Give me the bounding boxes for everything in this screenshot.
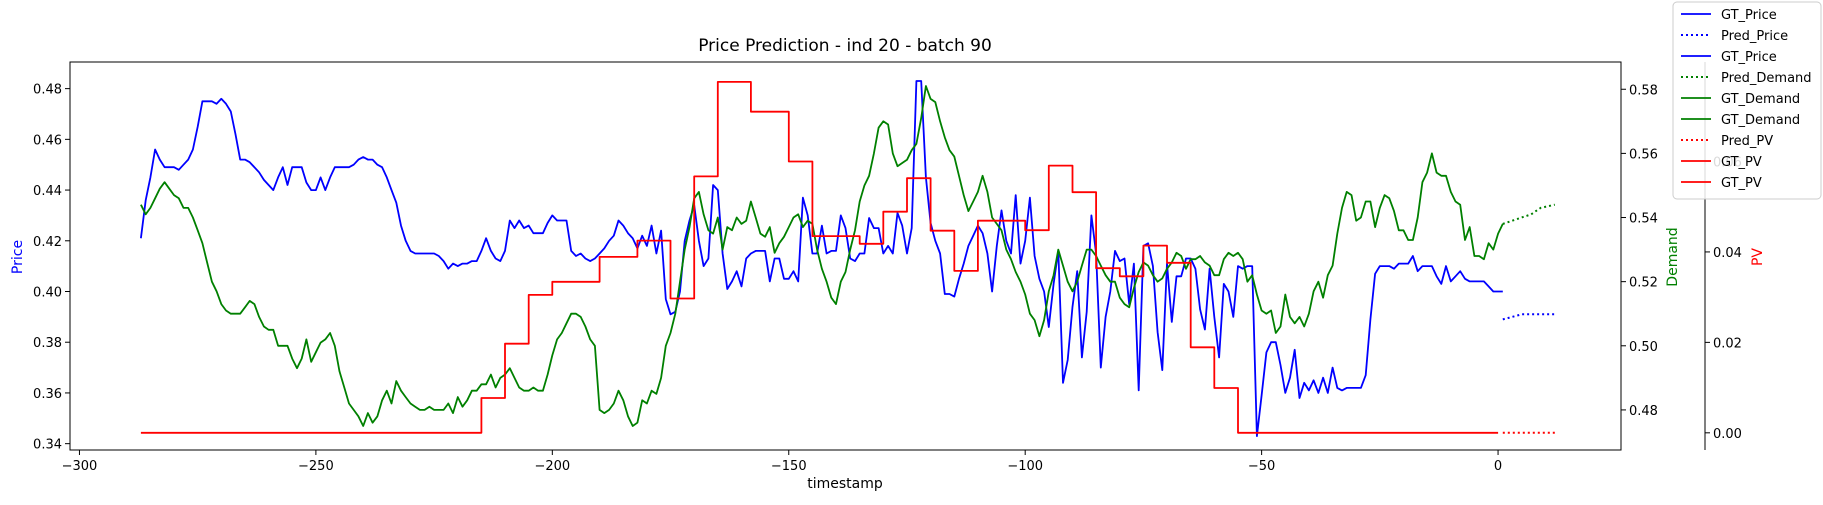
price-tick-label: 0.46 [33, 133, 62, 148]
x-tick-label: −50 [1248, 459, 1275, 474]
pv-tick-label: 0.02 [1713, 336, 1742, 351]
price-tick-label: 0.48 [33, 83, 62, 98]
series-layer [140, 80, 1556, 437]
series-line-gt-demand [140, 85, 1504, 427]
x-tick-label: −200 [534, 459, 570, 474]
price-tick-label: 0.36 [33, 387, 62, 402]
legend-label: GT_Demand [1721, 92, 1800, 107]
plot-frame [69, 61, 1622, 451]
series-line-pred-price [1502, 313, 1555, 321]
price-tick-label: 0.44 [33, 184, 62, 199]
x-tick-label: 0 [1494, 459, 1502, 474]
x-tick-label: −100 [1007, 459, 1043, 474]
axes-layer: −300 −250 −200 −150 −100 −50 0 0.34 0.36 0.38 0.40… [33, 61, 1742, 474]
x-tick-label: −250 [298, 459, 334, 474]
x-tick-label: −300 [62, 459, 98, 474]
legend-label: Pred_Demand [1721, 71, 1812, 86]
pv-tick-label: 0.04 [1713, 246, 1742, 261]
y-axis-label-price: Price [10, 240, 26, 274]
demand-tick-label: 0.50 [1629, 340, 1658, 355]
demand-tick-label: 0.54 [1629, 212, 1658, 227]
series-line-gt-pv [140, 81, 1499, 434]
legend-label: GT_Demand [1721, 113, 1800, 128]
legend-label: GT_Price [1721, 8, 1777, 23]
demand-tick-label: 0.58 [1629, 83, 1658, 98]
series-line-gt-price [140, 80, 1503, 437]
price-tick-label: 0.40 [33, 286, 62, 301]
legend-label: Pred_PV [1721, 134, 1773, 149]
legend-label: Pred_Price [1721, 29, 1788, 44]
x-tick-label: −150 [771, 459, 807, 474]
price-tick-label: 0.34 [33, 438, 62, 453]
demand-tick-label: 0.48 [1629, 404, 1658, 419]
y-axis-label-pv: PV [1750, 248, 1766, 266]
x-axis-label: timestamp [807, 476, 883, 492]
legend-label: GT_PV [1721, 155, 1762, 170]
pv-tick-label: 0.00 [1713, 427, 1742, 442]
demand-tick-label: 0.56 [1629, 147, 1658, 162]
price-tick-label: 0.42 [33, 235, 62, 250]
legend-label: GT_Price [1721, 50, 1777, 65]
demand-tick-label: 0.52 [1629, 276, 1658, 291]
chart-title: Price Prediction - ind 20 - batch 90 [698, 36, 992, 56]
price-tick-label: 0.38 [33, 336, 62, 351]
legend: GT_Price Pred_Price GT_Price Pred_Demand GT_… [1672, 1, 1822, 200]
legend-box [1672, 1, 1822, 200]
y-axis-label-demand: Demand [1665, 227, 1681, 286]
legend-label: GT_PV [1721, 176, 1762, 191]
